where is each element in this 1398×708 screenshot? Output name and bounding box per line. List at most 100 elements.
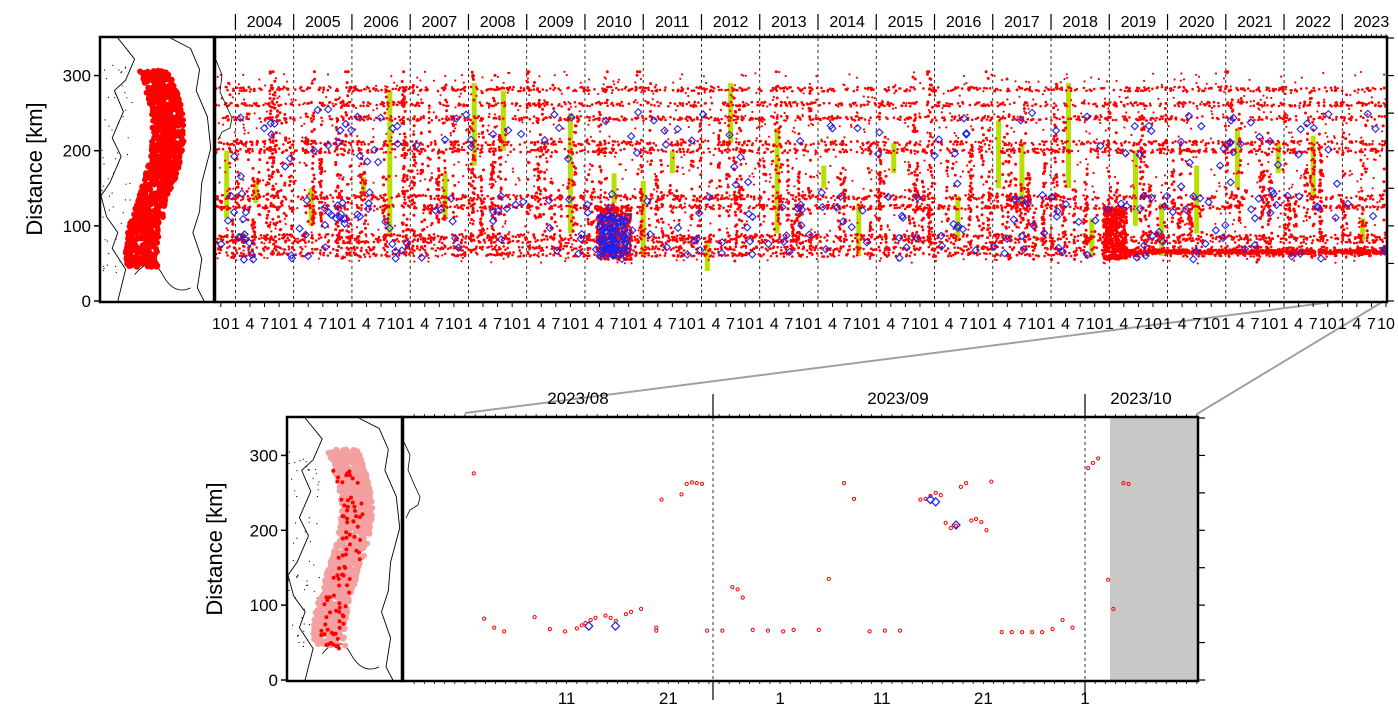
event-point <box>1030 629 1035 635</box>
event-column <box>877 173 883 220</box>
large-event-marker <box>662 242 672 252</box>
recent-epicenters <box>319 468 365 651</box>
large-event-marker <box>661 140 671 149</box>
large-event-marker <box>793 204 802 213</box>
event-column <box>418 131 425 224</box>
year-label: 2017 <box>1004 14 1040 31</box>
large-event-marker <box>785 247 794 257</box>
large-event-point <box>925 494 936 505</box>
year-label: 2009 <box>538 14 574 31</box>
large-event-marker <box>1246 118 1256 127</box>
event-column <box>1005 77 1012 198</box>
month-label: 4 <box>246 316 255 333</box>
large-event-marker <box>689 236 699 246</box>
month-label: 7 <box>1017 316 1026 333</box>
bottom-inset-map <box>288 418 401 680</box>
event-column <box>807 89 813 248</box>
month-label-oct: 2023/10 <box>1110 389 1171 408</box>
large-event-marker <box>1019 244 1029 254</box>
event-column <box>265 177 272 228</box>
month-label: 10 <box>911 316 929 333</box>
month-label: 4 <box>304 316 313 333</box>
month-label: 1 <box>464 316 473 333</box>
event-point <box>851 496 857 501</box>
month-label: 10 <box>1086 316 1104 333</box>
large-event-marker <box>725 130 734 140</box>
month-label: 7 <box>318 316 327 333</box>
large-event-marker <box>1250 213 1260 223</box>
large-event-marker <box>1181 205 1191 214</box>
event-point <box>502 629 507 634</box>
large-event-marker <box>1283 191 1292 201</box>
event-point <box>1070 625 1075 630</box>
month-label: 7 <box>1309 316 1318 333</box>
large-event-marker <box>1147 193 1156 202</box>
event-point <box>1096 456 1101 461</box>
event-column <box>1170 159 1177 249</box>
event-column <box>1341 131 1347 217</box>
large-event-marker <box>1201 239 1210 248</box>
large-event-marker <box>355 212 365 221</box>
large-event-marker <box>567 113 576 122</box>
large-event-marker <box>1254 194 1263 203</box>
event-point <box>1019 629 1025 635</box>
month-label: 10 <box>853 316 871 333</box>
large-event-marker <box>1184 111 1194 121</box>
large-event-marker <box>1273 160 1283 170</box>
year-label: 2011 <box>655 14 690 31</box>
month-label: 10 <box>1319 316 1337 333</box>
event-column <box>496 133 503 236</box>
event-point <box>816 627 821 632</box>
bottom-y-tick-label: 200 <box>250 521 278 540</box>
event-band <box>221 114 1386 122</box>
large-event-marker <box>782 231 791 240</box>
large-event-marker <box>577 229 587 239</box>
bottom-plot-area: 2023/08 2023/09 2023/10 11 21 1 11 21 1 <box>400 389 1200 708</box>
event-point <box>1050 626 1055 632</box>
event-column <box>361 162 368 230</box>
year-label: 2006 <box>363 14 399 31</box>
event-column <box>785 158 791 222</box>
large-event-marker <box>1047 192 1057 202</box>
large-event-marker <box>1039 228 1049 238</box>
highlight-bar <box>728 83 734 144</box>
month-label: 7 <box>610 316 619 333</box>
top-right-coastline <box>216 59 233 141</box>
large-event-marker <box>883 192 893 202</box>
large-event-marker <box>989 242 999 251</box>
large-event-marker <box>385 223 394 233</box>
event-column <box>733 194 740 237</box>
large-event-marker <box>838 217 848 226</box>
event-column <box>539 107 546 242</box>
month-label: 10 <box>503 316 521 333</box>
event-point <box>579 623 584 628</box>
large-event-point <box>610 621 621 631</box>
month-label: 4 <box>1236 316 1245 333</box>
event-column <box>1238 87 1244 175</box>
large-event-marker <box>930 151 939 160</box>
large-event-marker <box>1316 254 1326 263</box>
large-event-marker <box>897 211 907 221</box>
month-label: 7 <box>1076 316 1085 333</box>
large-event-marker <box>1054 243 1063 253</box>
large-event-marker <box>1029 221 1038 230</box>
large-event-marker <box>388 239 397 249</box>
event-column <box>421 204 427 243</box>
event-column <box>1040 162 1047 237</box>
event-point <box>999 629 1004 635</box>
event-column <box>1071 140 1078 261</box>
large-event-marker <box>363 157 372 166</box>
large-event-marker <box>953 179 962 188</box>
south-coastline <box>134 263 191 291</box>
large-event-marker <box>331 214 341 223</box>
event-point <box>1121 481 1126 486</box>
event-point <box>953 523 959 528</box>
large-event-marker <box>1141 251 1150 261</box>
event-column <box>1113 104 1120 220</box>
event-column <box>451 116 458 219</box>
month-label: 1 <box>930 316 939 333</box>
large-event-marker <box>821 244 831 254</box>
event-point <box>989 479 994 484</box>
large-event-marker <box>388 124 397 133</box>
large-event-marker <box>1215 161 1225 170</box>
